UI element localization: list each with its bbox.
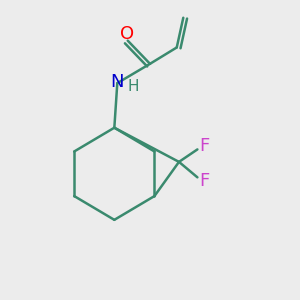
Text: F: F <box>199 136 209 154</box>
Text: N: N <box>110 73 124 91</box>
Text: F: F <box>199 172 209 190</box>
Text: H: H <box>128 79 140 94</box>
Text: O: O <box>120 25 134 43</box>
